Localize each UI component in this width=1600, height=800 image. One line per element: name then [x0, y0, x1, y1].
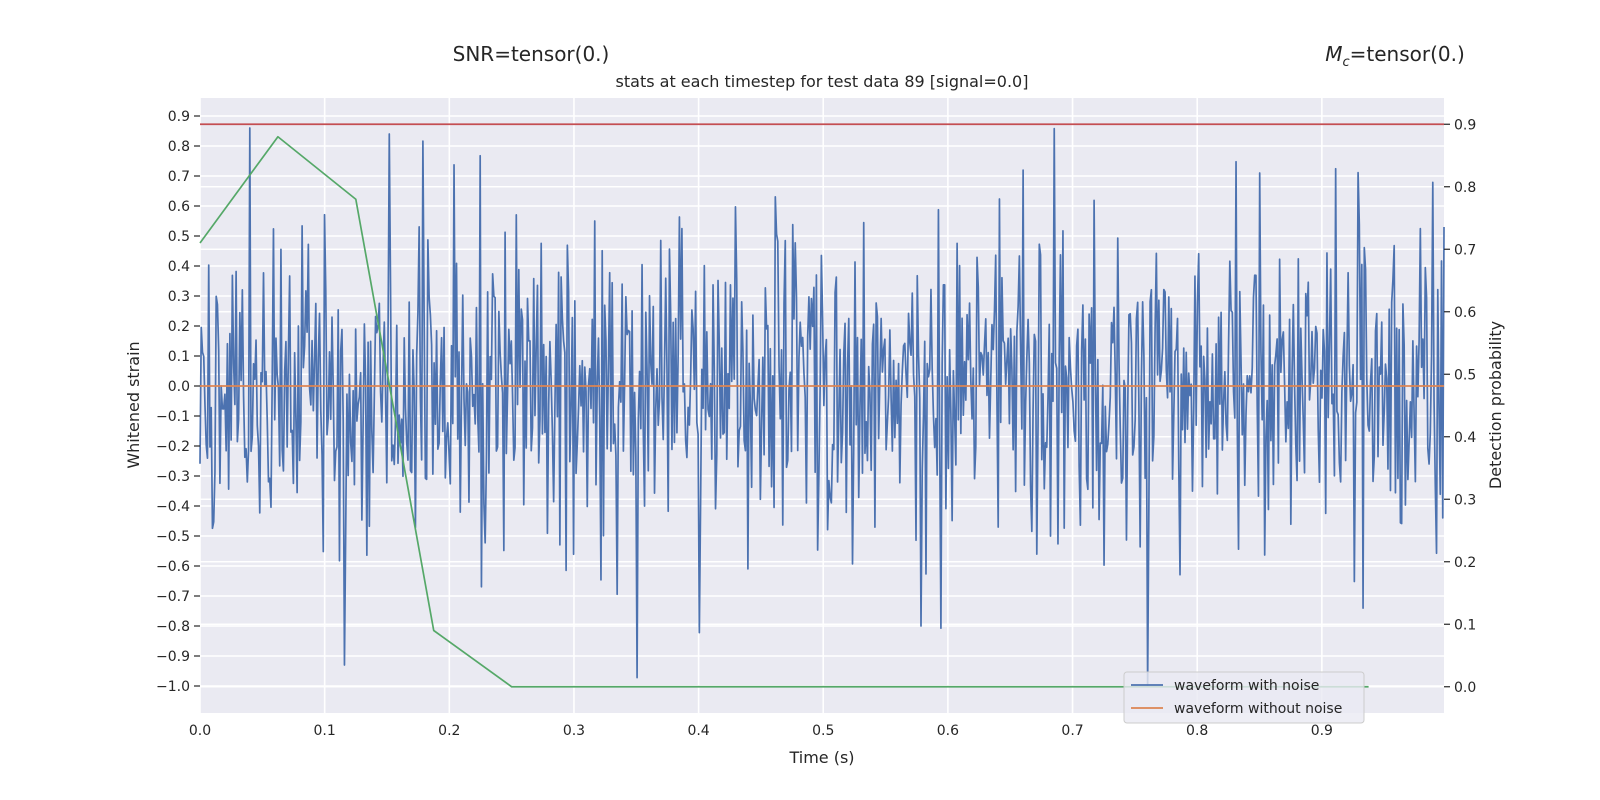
- y-tick-label-left: −0.6: [156, 559, 190, 575]
- y-tick-label-left: 0.6: [168, 199, 190, 215]
- y-tick-label-left: 0.4: [168, 259, 190, 275]
- legend-box: [1123, 671, 1365, 724]
- y-tick-label-right: 0.4: [1454, 430, 1476, 446]
- y-tick-label-left: −0.5: [156, 529, 190, 545]
- y-ticks-right: 0.9 0.8 0.7 0.6 0.5 0.4 0.3 0.2 0.1 0.0: [1444, 117, 1476, 696]
- x-tick-label: 0.7: [1061, 723, 1083, 739]
- y-tick-label-left: 0.9: [168, 109, 190, 125]
- series-line-waveform-with-noise: [199, 127, 1445, 687]
- y-axis-label-left: Whitened strain: [124, 341, 143, 468]
- y-tick-label-left: 0.5: [168, 229, 190, 245]
- y-tick-label-right: 0.0: [1454, 680, 1476, 696]
- y-tick-label-left: −0.2: [156, 439, 190, 455]
- x-tick-label: 0.8: [1186, 723, 1208, 739]
- y-tick-label-left: −0.3: [156, 469, 190, 485]
- y-tick-label-right: 0.3: [1454, 492, 1476, 508]
- y-tick-label-right: 0.1: [1454, 617, 1476, 633]
- y-tick-label-left: 0.3: [168, 289, 190, 305]
- y-tick-label-left: 0.7: [168, 169, 190, 185]
- y-tick-label-left: 0.1: [168, 349, 190, 365]
- y-tick-label-left: −0.8: [156, 619, 190, 635]
- x-ticks: 0.0 0.1 0.2 0.3 0.4 0.5 0.6 0.7 0.8 0.9: [189, 723, 1333, 739]
- legend-label-clean: waveform without noise: [1174, 701, 1342, 717]
- chart-title: stats at each timestep for test data 89 …: [616, 72, 1029, 91]
- y-tick-label-right: 0.2: [1454, 555, 1476, 571]
- x-tick-label: 0.0: [189, 723, 211, 739]
- y-tick-label-left: 0.0: [168, 379, 190, 395]
- y-tick-label-right: 0.5: [1454, 367, 1476, 383]
- x-tick-label: 0.4: [687, 723, 709, 739]
- y-tick-label-left: −1.0: [156, 679, 190, 695]
- y-tick-label-left: 0.2: [168, 319, 190, 335]
- y-tick-label-left: −0.7: [156, 589, 190, 605]
- x-tick-label: 0.1: [314, 723, 336, 739]
- x-tick-label: 0.9: [1311, 723, 1333, 739]
- y-tick-label-left: −0.1: [156, 409, 190, 425]
- suptitle-snr: SNR=tensor(0.): [453, 42, 610, 66]
- suptitle-mc: Mc=tensor(0.): [1325, 42, 1465, 70]
- x-tick-label: 0.5: [812, 723, 834, 739]
- x-tick-label: 0.3: [563, 723, 585, 739]
- y-tick-label-right: 0.6: [1454, 305, 1476, 321]
- legend: waveform with noise waveform without noi…: [1123, 671, 1365, 724]
- y-tick-label-right: 0.7: [1454, 242, 1476, 258]
- y-tick-label-left: −0.4: [156, 499, 190, 515]
- x-tick-label: 0.2: [438, 723, 460, 739]
- y-tick-label-right: 0.8: [1454, 180, 1476, 196]
- y-tick-label-left: 0.8: [168, 139, 190, 155]
- x-tick-label: 0.6: [937, 723, 959, 739]
- y-tick-label-left: −0.9: [156, 649, 190, 665]
- legend-label-noise: waveform with noise: [1174, 678, 1319, 694]
- y-axis-label-right: Detection probability: [1486, 321, 1505, 489]
- y-tick-label-right: 0.9: [1454, 117, 1476, 133]
- y-ticks-left: 0.9 0.8 0.7 0.6 0.5 0.4 0.3 0.2 0.1 0.0 −0.1 −0.2 −0…: [156, 109, 200, 695]
- x-axis-label: Time (s): [788, 748, 854, 767]
